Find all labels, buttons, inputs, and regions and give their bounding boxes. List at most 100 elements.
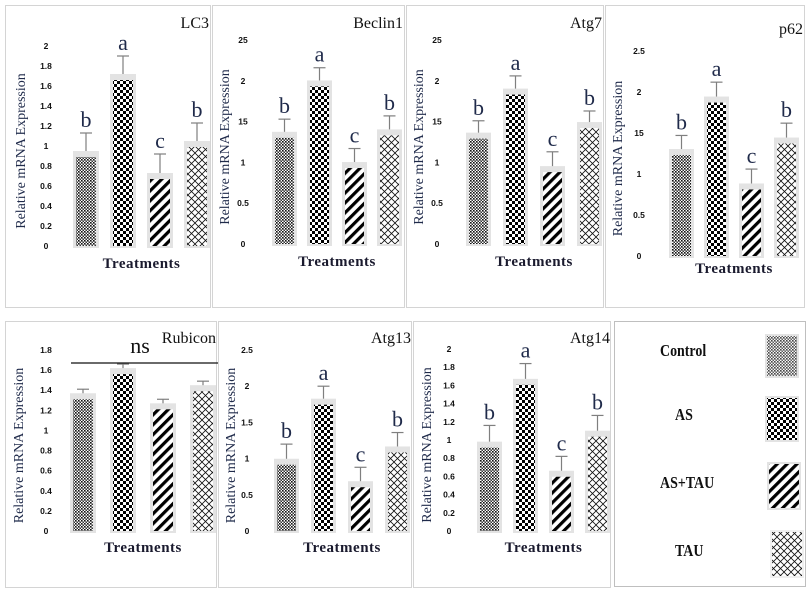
y-tick-label: 0.8 (443, 453, 455, 463)
y-tick-label: 15 (432, 117, 442, 127)
bar-crosshatch (187, 147, 207, 246)
legend-item-as: AS (615, 386, 805, 446)
chart-panel-beclin1: Beclin1 Relative mRNA Expression 0 0.5 1 15 2 2… (212, 5, 405, 308)
significance-letter: a (315, 42, 325, 67)
y-tick-label: 1 (44, 141, 49, 151)
bar-crosshatch (580, 128, 599, 244)
legend-item-control: Control (615, 322, 805, 382)
chart-atg13: Atg13 Relative mRNA Expression 0 0.5 1 1.5 2 2.… (224, 330, 411, 556)
significance-letter: a (521, 338, 531, 363)
significance-letter: a (118, 30, 128, 55)
bar-checker (516, 384, 535, 531)
y-tick-label: 0 (447, 526, 452, 536)
y-tick-label: 1 (637, 169, 642, 179)
chart-title: Rubicon (162, 330, 216, 347)
y-tick-label: 0.4 (40, 486, 52, 496)
y-tick-label: 1 (241, 157, 246, 167)
y-tick-label: 0.5 (633, 210, 645, 220)
legend-label: AS+TAU (660, 473, 715, 492)
y-tick-label: 0.2 (40, 506, 52, 516)
bar-crosshatch (388, 452, 407, 531)
y-axis-label: Relative mRNA Expression (224, 368, 239, 524)
y-tick-label: 1.6 (443, 380, 455, 390)
y-axis-label: Relative mRNA Expression (412, 69, 427, 225)
y-axis-label: Relative mRNA Expression (12, 368, 27, 524)
chart-panel-p62: p62 Relative mRNA Expression 0 0.5 1 15 2 2.5 b a… (605, 5, 805, 308)
chart-atg14: Atg14 Relative mRNA Expression 0 0.2 0.4 0.6 0… (420, 330, 610, 556)
y-tick-label: 2 (447, 344, 452, 354)
y-tick-label: 0 (241, 239, 246, 249)
x-axis-label: Treatments (695, 261, 773, 277)
significance-letter: a (319, 360, 329, 385)
legend: Control AS AS+TAU TAU (614, 321, 806, 587)
chart-atg7: Atg7 Relative mRNA Expression 0 0.5 1 15 2 25 b a… (412, 15, 602, 270)
y-tick-label: 1.2 (40, 121, 52, 131)
significance-letter: b (473, 95, 484, 120)
y-tick-label: 1.4 (443, 399, 455, 409)
bar-dots (480, 447, 499, 531)
y-tick-label: 2 (44, 41, 49, 51)
bar-checker (113, 374, 133, 531)
y-tick-label: 1 (435, 157, 440, 167)
significance-letter: c (557, 430, 567, 455)
significance-letter: b (81, 107, 92, 132)
y-tick-label: 1.2 (443, 417, 455, 427)
y-tick-label: 0.5 (241, 490, 253, 500)
bar-diagonal (153, 409, 173, 531)
significance-letter: a (712, 56, 722, 81)
x-axis-label: Treatments (298, 254, 376, 270)
x-axis-label: Treatments (104, 540, 182, 556)
y-tick-label: 2.5 (633, 46, 645, 56)
chart-lc3: LC3 Relative mRNA Expression 0 0.2 0.4 0.6 0.8… (14, 15, 210, 272)
chart-title: LC3 (181, 15, 209, 32)
y-tick-label: 1.6 (40, 365, 52, 375)
chart-panel-atg7: Atg7 Relative mRNA Expression 0 0.5 1 15 2 25 b a… (406, 5, 604, 308)
y-tick-label: 1 (44, 425, 49, 435)
bar-dots (73, 399, 93, 531)
bar-dots (76, 157, 96, 246)
bar-checker (506, 94, 525, 244)
y-tick-label: 0.5 (237, 198, 249, 208)
y-tick-label: 0 (637, 251, 642, 261)
y-tick-label: 0 (435, 239, 440, 249)
y-tick-label: 25 (432, 35, 442, 45)
y-tick-label: 25 (238, 35, 248, 45)
chart-panel-rubicon: Rubicon Relative mRNA Expression 0 0.2 0.4 0.… (5, 321, 221, 588)
y-tick-label: 15 (238, 117, 248, 127)
significance-letter: b (584, 85, 595, 110)
chart-title: p62 (779, 21, 803, 38)
y-tick-label: 2 (435, 76, 440, 86)
bar-diagonal (742, 189, 761, 256)
bar-checker (314, 404, 333, 531)
significance-letter: c (356, 441, 366, 466)
y-tick-label: 0.8 (40, 446, 52, 456)
bar-checker (707, 102, 726, 256)
bar-diagonal (552, 476, 571, 531)
significance-letter: b (592, 389, 603, 414)
significance-letter: b (279, 93, 290, 118)
significance-letter: c (747, 143, 757, 168)
bar-checker (310, 86, 329, 244)
bar-diagonal (351, 487, 370, 531)
y-tick-label: 1.4 (40, 101, 52, 111)
legend-swatch-dots (765, 334, 799, 378)
y-tick-label: 0.6 (40, 181, 52, 191)
x-axis-label: Treatments (303, 540, 381, 556)
significance-letter: c (155, 128, 165, 153)
legend-swatch-checker (765, 396, 799, 442)
y-tick-label: 2 (637, 87, 642, 97)
y-axis-label: Relative mRNA Expression (14, 73, 29, 229)
significance-letter: c (548, 126, 558, 151)
y-axis-label: Relative mRNA Expression (611, 81, 626, 237)
legend-item-as-tau: AS+TAU (615, 452, 805, 512)
y-tick-label: 1.8 (40, 345, 52, 355)
significance-letter: b (392, 407, 403, 432)
chart-title: Atg7 (570, 15, 602, 32)
chart-title: Atg13 (371, 330, 411, 347)
significance-letter: b (676, 109, 687, 134)
legend-item-tau: TAU (615, 520, 805, 580)
y-tick-label: 2.5 (241, 345, 253, 355)
x-axis-label: Treatments (505, 540, 583, 556)
y-tick-label: 1.2 (40, 405, 52, 415)
significance-letter: b (484, 399, 495, 424)
